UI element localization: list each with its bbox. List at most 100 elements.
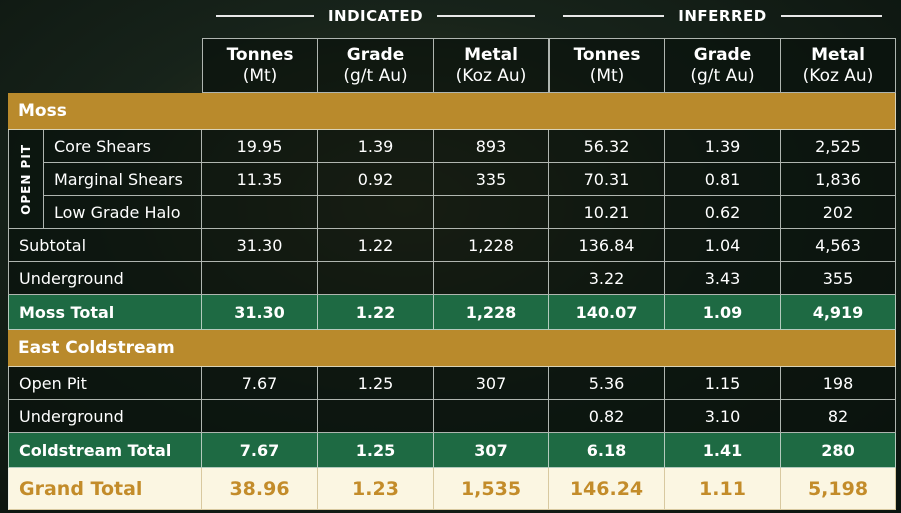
- cell: 3.22: [549, 262, 665, 295]
- cell: 1.15: [665, 367, 781, 400]
- row-label: Open Pit: [8, 367, 202, 400]
- column-name: Metal: [811, 44, 865, 65]
- cell: 3.43: [665, 262, 781, 295]
- row-label: Grand Total: [8, 468, 202, 510]
- column-header: Metal (Koz Au): [781, 38, 896, 93]
- rule: [216, 15, 314, 17]
- row-label: Subtotal: [8, 229, 202, 262]
- cell: 198: [781, 367, 896, 400]
- cell: 1.23: [318, 468, 434, 510]
- cell: 11.35: [202, 163, 318, 196]
- group-cell: OPEN PIT: [8, 130, 44, 229]
- rule: [563, 15, 665, 17]
- cell: 0.92: [318, 163, 434, 196]
- group-label: INDICATED: [327, 7, 424, 25]
- cell: [202, 400, 318, 433]
- cell: [318, 196, 434, 229]
- cell: 82: [781, 400, 896, 433]
- cell: 1.04: [665, 229, 781, 262]
- cell: 1.25: [318, 367, 434, 400]
- row-label: Moss Total: [8, 295, 202, 330]
- cell: 0.62: [665, 196, 781, 229]
- cell: 5.36: [549, 367, 665, 400]
- cell: 70.31: [549, 163, 665, 196]
- rule: [437, 15, 535, 17]
- row-label: Core Shears: [44, 130, 202, 163]
- cell: 1,228: [434, 295, 549, 330]
- column-name: Tonnes: [573, 44, 641, 65]
- cell: 31.30: [202, 229, 318, 262]
- cell: 136.84: [549, 229, 665, 262]
- column-unit: (g/t Au): [343, 65, 408, 86]
- cell: 1,535: [434, 468, 549, 510]
- cell: 335: [434, 163, 549, 196]
- cell: [202, 196, 318, 229]
- column-header: Metal (Koz Au): [434, 38, 549, 93]
- cell: 0.82: [549, 400, 665, 433]
- cell: 146.24: [549, 468, 665, 510]
- cell: 202: [781, 196, 896, 229]
- cell: 140.07: [549, 295, 665, 330]
- cell: 1.11: [665, 468, 781, 510]
- cell: 10.21: [549, 196, 665, 229]
- cell: [318, 400, 434, 433]
- cell: 307: [434, 433, 549, 468]
- cell: 56.32: [549, 130, 665, 163]
- row-label: Marginal Shears: [44, 163, 202, 196]
- rule: [780, 15, 882, 17]
- cell: [434, 400, 549, 433]
- column-unit: (g/t Au): [690, 65, 755, 86]
- column-name: Tonnes: [226, 44, 294, 65]
- cell: 355: [781, 262, 896, 295]
- cell: [434, 262, 549, 295]
- row-label: Coldstream Total: [8, 433, 202, 468]
- row-label: Underground: [8, 262, 202, 295]
- column-header: Grade (g/t Au): [318, 38, 434, 93]
- column-name: Grade: [346, 44, 405, 65]
- cell: 1.25: [318, 433, 434, 468]
- cell: [318, 262, 434, 295]
- cell: 307: [434, 367, 549, 400]
- column-unit: (Mt): [589, 65, 625, 86]
- column-header: Tonnes (Mt): [202, 38, 318, 93]
- cell: [202, 262, 318, 295]
- cell: 1.22: [318, 229, 434, 262]
- cell: 7.67: [202, 367, 318, 400]
- row-label: Underground: [8, 400, 202, 433]
- section-header: Moss: [8, 93, 896, 130]
- cell: 3.10: [665, 400, 781, 433]
- cell: 2,525: [781, 130, 896, 163]
- section-header: East Coldstream: [8, 330, 896, 367]
- column-name: Metal: [464, 44, 518, 65]
- group-header: INDICATED: [202, 4, 549, 28]
- cell: 280: [781, 433, 896, 468]
- cell: 1.39: [318, 130, 434, 163]
- row-label: Low Grade Halo: [44, 196, 202, 229]
- column-unit: (Mt): [242, 65, 278, 86]
- cell: 1.39: [665, 130, 781, 163]
- cell: 19.95: [202, 130, 318, 163]
- column-name: Grade: [693, 44, 752, 65]
- cell: 7.67: [202, 433, 318, 468]
- column-header: Grade (g/t Au): [665, 38, 781, 93]
- cell: 1,836: [781, 163, 896, 196]
- cell: 1.41: [665, 433, 781, 468]
- column-unit: (Koz Au): [455, 65, 527, 86]
- cell: 0.81: [665, 163, 781, 196]
- group-header: INFERRED: [549, 4, 896, 28]
- cell: 4,563: [781, 229, 896, 262]
- cell: 4,919: [781, 295, 896, 330]
- column-header: Tonnes (Mt): [549, 38, 665, 93]
- cell: [434, 196, 549, 229]
- cell: 1.09: [665, 295, 781, 330]
- cell: 38.96: [202, 468, 318, 510]
- column-unit: (Koz Au): [802, 65, 874, 86]
- vertical-label: OPEN PIT: [19, 143, 33, 215]
- cell: 893: [434, 130, 549, 163]
- cell: 1,228: [434, 229, 549, 262]
- cell: 1.22: [318, 295, 434, 330]
- cell: 5,198: [781, 468, 896, 510]
- group-label: INFERRED: [678, 7, 767, 25]
- cell: 6.18: [549, 433, 665, 468]
